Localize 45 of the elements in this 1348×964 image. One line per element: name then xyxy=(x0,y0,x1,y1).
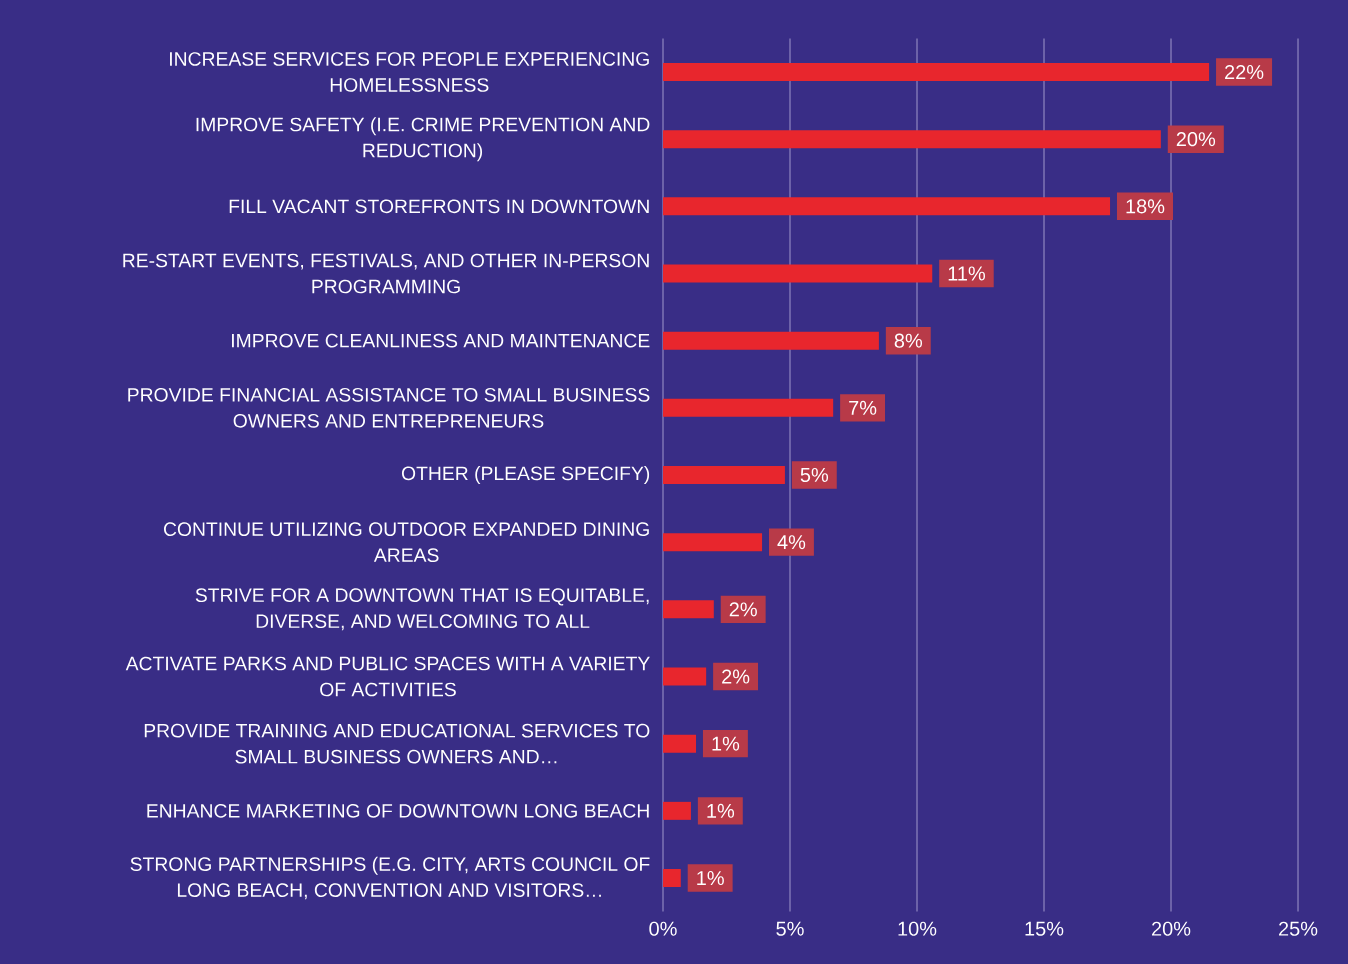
bar xyxy=(663,197,1111,216)
y-tick-label: RE-START EVENTS, FESTIVALS, AND OTHER IN-PERSON PROGRAMMING xyxy=(123,253,649,294)
data-label: 2% xyxy=(722,669,750,684)
y-tick-label: CONTINUE UTILIZING OUTDOOR EXPANDED DINING AREAS xyxy=(163,522,649,563)
data-label: 20% xyxy=(1176,132,1216,147)
bar xyxy=(663,600,714,619)
data-label: 4% xyxy=(777,535,806,550)
bar xyxy=(663,533,763,552)
y-tick-label: FILL VACANT STOREFRONTS IN DOWNTOWN xyxy=(229,199,649,214)
bar xyxy=(663,801,691,820)
bar xyxy=(663,62,1210,81)
y-tick-label: ACTIVATE PARKS AND PUBLIC SPACES WITH A VARIETY OF ACTIVITIES xyxy=(125,656,650,697)
y-tick-label: PROVIDE TRAINING AND EDUCATIONAL SERVICES TO SMALL BUSINESS OWNERS AND… xyxy=(144,723,650,764)
y-tick-label: ENHANCE MARKETING OF DOWNTOWN LONG BEACH xyxy=(147,804,649,818)
data-label: 1% xyxy=(712,736,740,751)
y-tick-label: STRIVE FOR A DOWNTOWN THAT IS EQUITABLE, DIVERSE, AND WELCOMING TO ALL xyxy=(195,588,649,631)
bar xyxy=(663,331,879,350)
x-tick-label: 0% xyxy=(649,921,677,936)
data-label: 1% xyxy=(707,803,735,818)
x-tick-label: 5% xyxy=(776,921,804,936)
data-label: 7% xyxy=(849,400,877,415)
x-tick-label: 15% xyxy=(1025,921,1064,936)
bar xyxy=(663,869,681,888)
y-tick-label: OTHER (PLEASE SPECIFY) xyxy=(401,466,650,485)
data-label: 2% xyxy=(729,602,757,617)
data-label: 11% xyxy=(948,266,985,281)
x-tick-label: 20% xyxy=(1152,921,1191,936)
data-label: 5% xyxy=(800,467,829,483)
y-tick-label: PROVIDE FINANCIAL ASSISTANCE TO SMALL BUSINESS OWNERS AND ENTREPRENEURS xyxy=(128,387,650,428)
y-tick-label: STRONG PARTNERSHIPS (E.G. CITY, ARTS COUNCIL OF LONG BEACH, CONVENTION AND VISITORS… xyxy=(130,856,650,900)
data-label: 8% xyxy=(894,333,923,348)
bar xyxy=(663,398,834,417)
bar xyxy=(663,734,697,753)
data-label: 22% xyxy=(1225,64,1264,80)
y-tick-label: INCREASE SERVICES FOR PEOPLE EXPERIENCING HOMELESSNESS xyxy=(170,52,649,92)
x-tick-label: 10% xyxy=(898,921,937,936)
y-tick-label: IMPROVE SAFETY (I.E. CRIME PREVENTION AND REDUCTION) xyxy=(196,117,650,162)
bar xyxy=(663,667,707,686)
x-tick-label: 25% xyxy=(1279,921,1318,936)
data-label: 18% xyxy=(1126,199,1165,214)
bar xyxy=(663,264,933,283)
bar xyxy=(663,466,785,485)
data-label: 1% xyxy=(697,871,724,886)
bar xyxy=(663,130,1161,149)
y-tick-label: IMPROVE CLEANLINESS AND MAINTENANCE xyxy=(232,333,650,348)
